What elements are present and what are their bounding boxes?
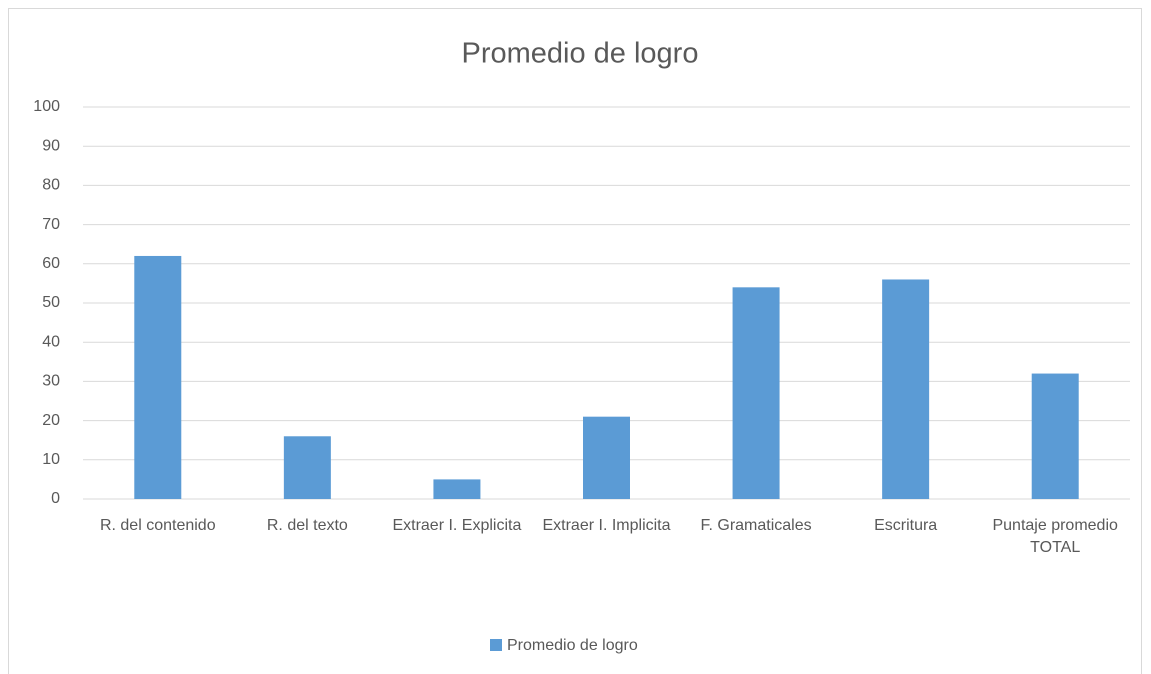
bar (134, 255, 182, 499)
chart-border (8, 8, 1142, 674)
x-tick-label: F. Gramaticales (700, 517, 812, 534)
chart-title: Promedio de logro (462, 38, 699, 70)
bar (433, 479, 481, 499)
x-tick-label: Extraer I. Implicita (542, 517, 671, 534)
y-tick-label: 10 (42, 451, 60, 468)
y-tick-label: 0 (51, 490, 60, 507)
bar (732, 287, 780, 499)
x-tick-label: R. del texto (266, 517, 348, 534)
y-tick-label: 90 (42, 137, 60, 154)
bar (1031, 373, 1079, 499)
y-tick-label: 100 (33, 98, 60, 115)
y-tick-label: 30 (42, 373, 60, 390)
x-tick-label: R. del contenido (99, 517, 216, 534)
bar (882, 279, 930, 499)
y-tick-label: 50 (42, 294, 60, 311)
x-tick-label: Extraer I. Explicita (392, 517, 522, 534)
y-tick-label: 80 (42, 177, 60, 194)
bar (283, 436, 331, 499)
legend-swatch (490, 639, 502, 651)
x-tick-label: Escritura (874, 517, 938, 534)
y-tick-label: 70 (42, 216, 60, 233)
legend-label: Promedio de logro (507, 637, 638, 654)
y-tick-label: 60 (42, 255, 60, 272)
bar (583, 416, 630, 499)
y-tick-label: 40 (42, 333, 60, 350)
x-tick-label: Puntaje promedio TOTAL (992, 517, 1118, 556)
y-tick-label: 20 (42, 412, 60, 429)
